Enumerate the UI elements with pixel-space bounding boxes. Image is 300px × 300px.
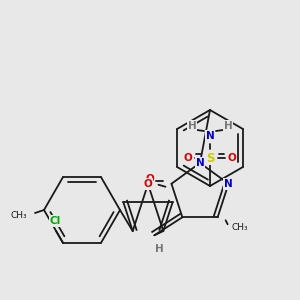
Text: N: N [224,179,233,189]
Text: S: S [206,152,214,164]
Text: CH₃: CH₃ [11,211,27,220]
Text: H: H [155,244,164,254]
Text: O: O [184,153,192,163]
Text: O: O [228,153,236,163]
Text: N: N [206,131,214,141]
Text: Cl: Cl [50,216,61,226]
Text: N: N [196,158,204,168]
Text: O: O [145,174,154,184]
Text: H: H [188,121,196,131]
Text: H: H [224,121,232,131]
Text: CH₃: CH₃ [231,223,248,232]
Text: O: O [144,179,152,189]
